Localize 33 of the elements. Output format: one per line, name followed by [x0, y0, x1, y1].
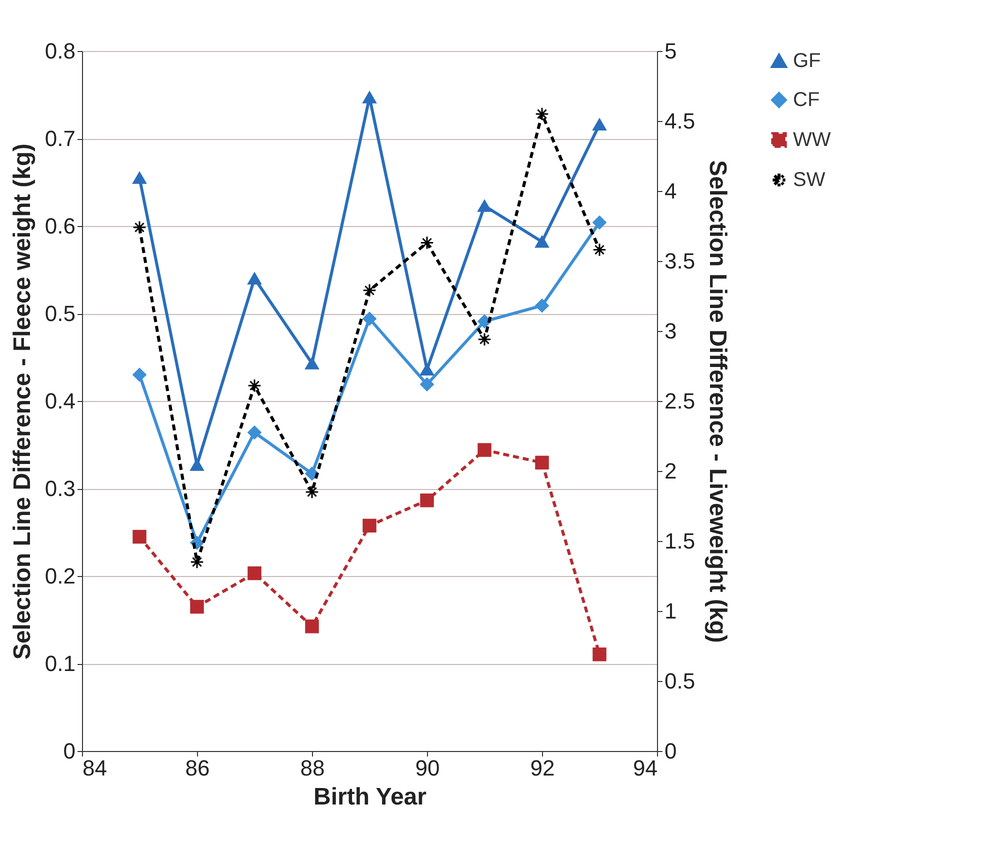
y-tick-label: 0.6 — [44, 214, 76, 238]
y2-tick-label: 3.5 — [664, 248, 696, 274]
y2-tick-label: 0.5 — [664, 668, 696, 694]
y-axis-title: Selection Line Difference - Fleece weight (kg) — [8, 143, 36, 660]
x-tick-label: 94 — [633, 756, 658, 780]
y2-tick-label: 4 — [664, 178, 677, 204]
legend-label: CF — [793, 89, 820, 111]
x-axis-title: Birth Year — [314, 784, 426, 810]
legend-label: SW — [793, 169, 826, 191]
y-tick-label: 0.2 — [44, 564, 76, 588]
legend-label: GF — [793, 50, 821, 72]
x-tick-label: 90 — [415, 756, 440, 780]
y2-tick-label: 3 — [664, 318, 677, 344]
x-tick-label: 84 — [82, 756, 107, 780]
y2-tick-label: 1 — [664, 598, 677, 624]
y-tick-label: 0.7 — [44, 126, 76, 151]
y2-tick-label: 0 — [664, 738, 677, 764]
y-tick-label: 0.8 — [44, 38, 76, 64]
y2-axis-title: Selection Line Difference - Liveweight (kg) — [704, 160, 732, 643]
x-tick-label: 92 — [530, 756, 555, 780]
y2-tick-label: 2 — [664, 458, 677, 484]
y-tick-label: 0.3 — [44, 476, 76, 501]
legend-label: WW — [793, 129, 831, 151]
y-tick-label: 0.5 — [44, 301, 76, 326]
y2-tick-label: 4.5 — [664, 108, 696, 134]
y2-tick-label: 1.5 — [664, 528, 696, 554]
y-tick-label: 0.1 — [44, 651, 76, 676]
y2-tick-label: 5 — [664, 38, 677, 64]
y2-tick-label: 2.5 — [664, 388, 696, 414]
x-tick-label: 86 — [185, 756, 210, 780]
x-tick-label: 88 — [300, 756, 325, 780]
y-tick-label: 0 — [63, 738, 76, 764]
y-tick-label: 0.4 — [44, 388, 76, 414]
